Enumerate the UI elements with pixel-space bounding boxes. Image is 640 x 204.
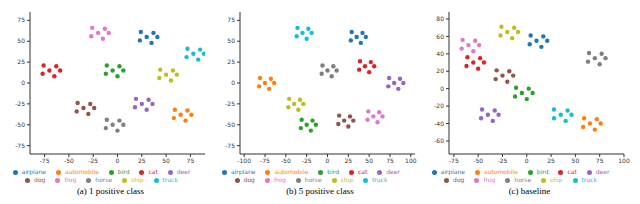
svg-text:0: 0 (21, 79, 25, 86)
html-text:(a) 1 positive class: (a) 1 positive class (76, 186, 145, 196)
html-text:cat: cat (567, 168, 577, 175)
svg-text:20: 20 (436, 67, 444, 74)
html-text:frog: frog (483, 176, 496, 183)
html-text:automobile: automobile (65, 168, 99, 175)
html-text:airplane: airplane (231, 168, 256, 175)
svg-text:0: 0 (440, 85, 444, 92)
svg-text:40: 40 (436, 50, 444, 57)
svg-text:-25: -25 (498, 157, 508, 164)
html-text:deer: deer (595, 168, 610, 175)
svg-text:75: 75 (596, 157, 604, 164)
svg-text:-25: -25 (15, 100, 25, 107)
html-text:truck: truck (372, 176, 388, 183)
html-text:frog: frog (64, 176, 77, 183)
svg-text:-25: -25 (88, 157, 98, 164)
html-text:dog: dog (453, 176, 465, 183)
svg-text:75: 75 (187, 157, 195, 164)
html-text:airplane: airplane (440, 168, 465, 175)
svg-text:50: 50 (17, 37, 25, 44)
svg-text:100: 100 (618, 157, 630, 164)
svg-text:25: 25 (227, 58, 235, 65)
html-text:truck: truck (581, 176, 597, 183)
html-text:frog: frog (273, 176, 286, 183)
svg-text:60: 60 (436, 33, 444, 40)
svg-text:-60: -60 (434, 137, 444, 144)
svg-text:50: 50 (572, 157, 580, 164)
svg-text:-25: -25 (225, 100, 235, 107)
svg-text:-75: -75 (449, 157, 459, 164)
html-text:dog: dog (243, 176, 255, 183)
html-text:airplane: airplane (21, 168, 46, 175)
html-text:truck: truck (162, 176, 178, 183)
svg-text:50: 50 (365, 157, 373, 164)
svg-text:50: 50 (162, 157, 170, 164)
svg-text:100: 100 (405, 157, 417, 164)
svg-text:-100: -100 (237, 157, 251, 164)
svg-text:25: 25 (547, 157, 555, 164)
svg-text:0: 0 (325, 157, 329, 164)
html-text:dog: dog (34, 176, 46, 183)
svg-text:75: 75 (17, 16, 25, 23)
html-text:(c) baseline: (c) baseline (508, 186, 551, 196)
svg-text:-20: -20 (434, 102, 444, 109)
html-text:horse: horse (304, 176, 322, 183)
svg-text:75: 75 (386, 157, 394, 164)
svg-text:75: 75 (227, 16, 235, 23)
html-text:horse: horse (95, 176, 113, 183)
html-text:ship: ship (340, 176, 353, 183)
svg-text:25: 25 (138, 157, 146, 164)
html-text:ship: ship (550, 176, 563, 183)
svg-text:50: 50 (227, 37, 235, 44)
html-text:horse: horse (514, 176, 532, 183)
svg-text:0: 0 (525, 157, 529, 164)
svg-text:-75: -75 (260, 157, 270, 164)
svg-text:-50: -50 (225, 121, 235, 128)
html-text:cat: cat (358, 168, 368, 175)
svg-text:-75: -75 (225, 142, 235, 149)
html-text:bird: bird (536, 168, 549, 175)
html-text:(b) 5 positive class: (b) 5 positive class (286, 186, 354, 196)
html-text:ship: ship (131, 176, 144, 183)
html-text:deer: deer (386, 168, 400, 175)
html-text:deer: deer (176, 168, 191, 175)
svg-text:-50: -50 (15, 121, 25, 128)
html-text:automobile: automobile (274, 168, 309, 175)
svg-text:-50: -50 (280, 157, 290, 164)
svg-text:-50: -50 (473, 157, 483, 164)
svg-text:0: 0 (231, 79, 235, 86)
svg-text:25: 25 (17, 58, 25, 65)
svg-text:0: 0 (116, 157, 120, 164)
svg-text:-25: -25 (301, 157, 311, 164)
html-text:cat: cat (148, 168, 158, 175)
svg-text:80: 80 (436, 15, 444, 22)
svg-text:-75: -75 (40, 157, 50, 164)
svg-text:-75: -75 (15, 142, 25, 149)
svg-text:-40: -40 (434, 120, 444, 127)
svg-text:-50: -50 (64, 157, 74, 164)
svg-text:25: 25 (344, 157, 352, 164)
html-text:bird: bird (117, 168, 130, 175)
html-text:automobile: automobile (484, 168, 518, 175)
html-text:bird: bird (327, 168, 339, 175)
